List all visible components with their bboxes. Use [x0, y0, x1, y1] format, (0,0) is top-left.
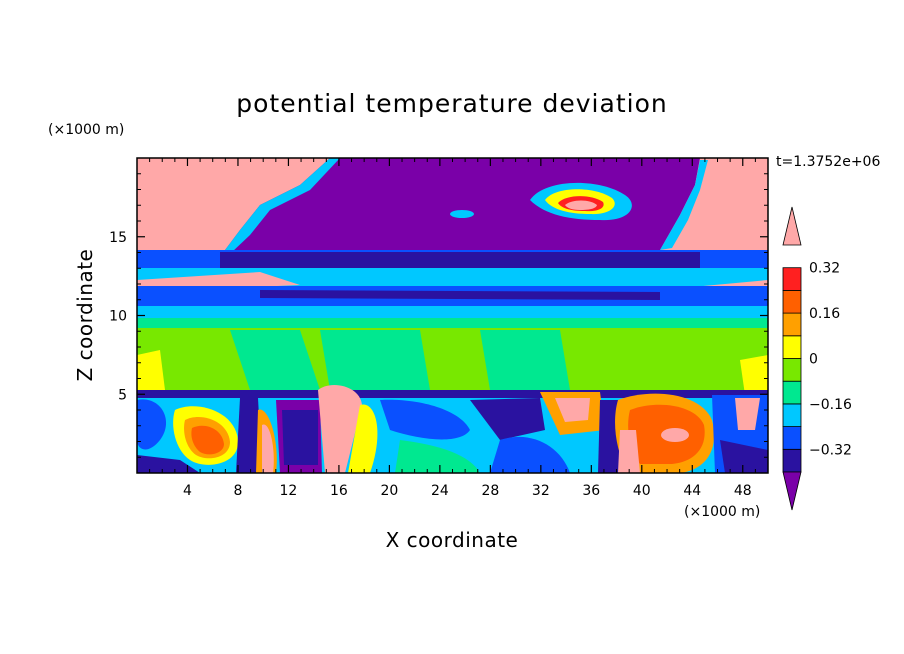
colorbar-box	[782, 448, 802, 473]
colorbar-box	[782, 426, 802, 450]
x-tick-label: 32	[532, 483, 550, 499]
colorbar-box	[782, 312, 802, 337]
colorbar-box	[782, 358, 802, 382]
x-axis: 4 8 12 16 20 24 28 32 36 40 44 48	[149, 158, 756, 499]
chart-title: potential temperature deviation	[236, 89, 667, 118]
contour-field	[137, 158, 768, 473]
x-tick-label: 40	[633, 483, 651, 499]
x-tick-label: 16	[330, 483, 348, 499]
colorbar-min-extend	[782, 471, 802, 511]
y-axis-label: Z coordinate	[73, 249, 97, 382]
x-tick-label: 8	[233, 483, 242, 499]
x-tick-label: 28	[481, 483, 499, 499]
colorbar-box	[782, 289, 802, 314]
y-tick-label: 5	[118, 387, 127, 403]
y-tick-label: 10	[109, 309, 127, 325]
colorbar: −0.32 −0.16 0 0.16 0.32	[782, 206, 852, 511]
y-axis: 5 10 15	[109, 173, 768, 458]
colorbar-box	[782, 335, 802, 359]
upper-left-positive-region	[137, 158, 330, 262]
rising-plume	[318, 385, 362, 473]
colorbar-box	[782, 267, 802, 291]
x-tick-label: 4	[183, 483, 192, 499]
y-tick-label: 15	[109, 230, 127, 246]
colorbar-box	[782, 403, 802, 427]
colorbar-max-extend	[782, 206, 802, 246]
x-axis-label: X coordinate	[386, 528, 519, 552]
z-unit-label: (×1000 m)	[48, 122, 124, 138]
x-tick-label: 20	[380, 483, 398, 499]
x-unit-label: (×1000 m)	[684, 504, 760, 520]
colorbar-label: −0.32	[809, 442, 852, 458]
x-tick-label: 36	[582, 483, 600, 499]
colorbar-label: 0.16	[809, 306, 840, 322]
x-tick-label: 12	[280, 483, 298, 499]
upper-right-positive-region	[660, 158, 768, 250]
dark-band-z13	[220, 252, 700, 270]
colorbar-label: 0.32	[809, 261, 840, 277]
colorbar-label: −0.16	[809, 397, 852, 413]
x-tick-label: 48	[734, 483, 752, 499]
colorbar-label: 0	[809, 352, 818, 368]
colorbar-box	[782, 380, 802, 405]
time-label: t=1.3752e+06	[776, 154, 880, 170]
x-tick-label: 44	[683, 483, 701, 499]
x-tick-label: 24	[431, 483, 449, 499]
